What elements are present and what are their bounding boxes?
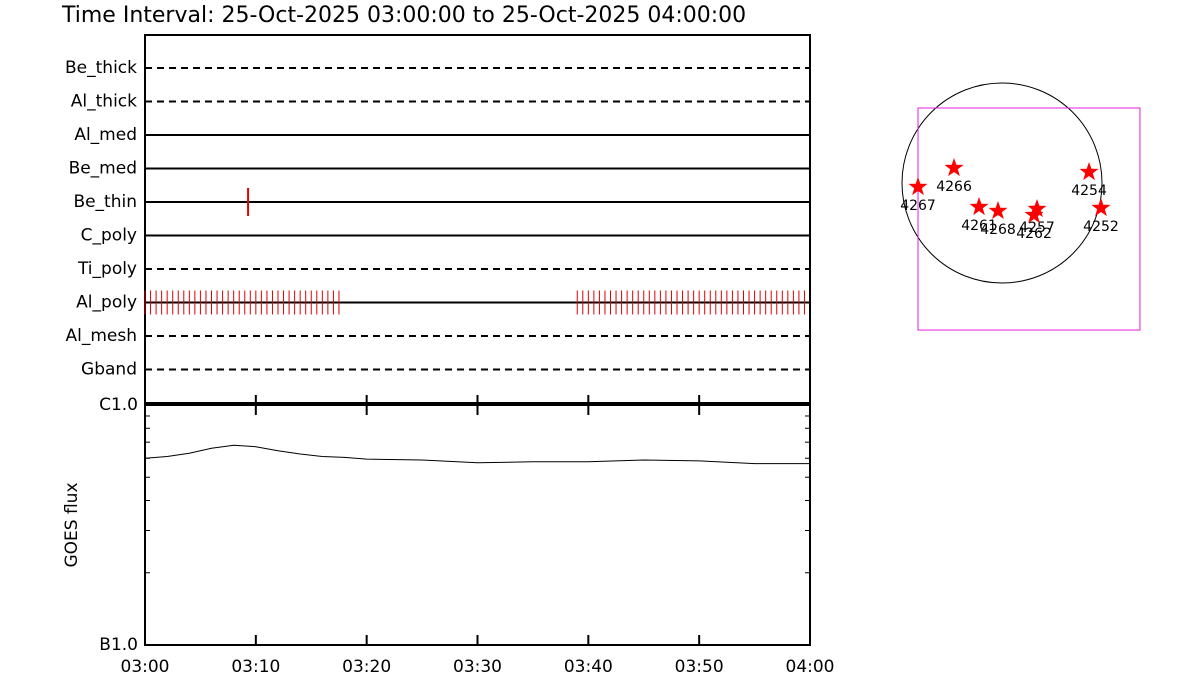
region-star xyxy=(988,201,1008,219)
row-label: Gband xyxy=(81,360,137,380)
region-label: 4252 xyxy=(1083,219,1119,235)
x-tick-label: 03:20 xyxy=(342,657,391,677)
region-star xyxy=(1079,162,1099,181)
region-star xyxy=(944,158,964,177)
region-label: 4262 xyxy=(1016,226,1052,242)
y-tick-label: B1.0 xyxy=(99,635,138,655)
row-label: Al_thick xyxy=(71,92,137,112)
goes-line xyxy=(144,444,810,465)
y-tick-label: C1.0 xyxy=(99,395,138,415)
row-label: Be_thin xyxy=(73,192,137,212)
row-label: Al_mesh xyxy=(65,326,137,346)
fov-box xyxy=(917,107,1141,331)
region-star xyxy=(908,177,928,196)
region-label: 4268 xyxy=(980,222,1016,238)
timeline-frame xyxy=(144,34,811,404)
x-tick-label: 04:00 xyxy=(786,657,835,677)
row-label: Ti_poly xyxy=(77,259,137,279)
row-label: C_poly xyxy=(81,226,137,246)
region-label: 4254 xyxy=(1071,183,1107,199)
region-star xyxy=(1027,199,1047,218)
x-tick-label: 03:30 xyxy=(453,657,502,677)
row-label: Al_poly xyxy=(76,293,137,313)
x-tick-label: 03:50 xyxy=(675,657,724,677)
goes-frame xyxy=(144,404,811,646)
row-label: Be_thick xyxy=(65,58,137,78)
region-label: 4261 xyxy=(961,218,997,234)
region-label: 4257 xyxy=(1019,220,1055,236)
chart-title: Time Interval: 25-Oct-2025 03:00:00 to 2… xyxy=(61,3,746,28)
region-star xyxy=(969,197,989,216)
region-star xyxy=(1091,198,1111,217)
x-tick-label: 03:10 xyxy=(231,657,280,677)
y-axis-label: GOES flux xyxy=(62,482,82,567)
row-label: Al_med xyxy=(74,125,137,145)
solar-limb xyxy=(901,82,1103,284)
region-label: 4266 xyxy=(936,179,972,195)
x-tick-label: 03:40 xyxy=(564,657,613,677)
row-label: Be_med xyxy=(69,159,137,179)
x-tick-label: 03:00 xyxy=(121,657,170,677)
region-label: 4267 xyxy=(900,198,936,214)
region-star xyxy=(1024,205,1044,224)
